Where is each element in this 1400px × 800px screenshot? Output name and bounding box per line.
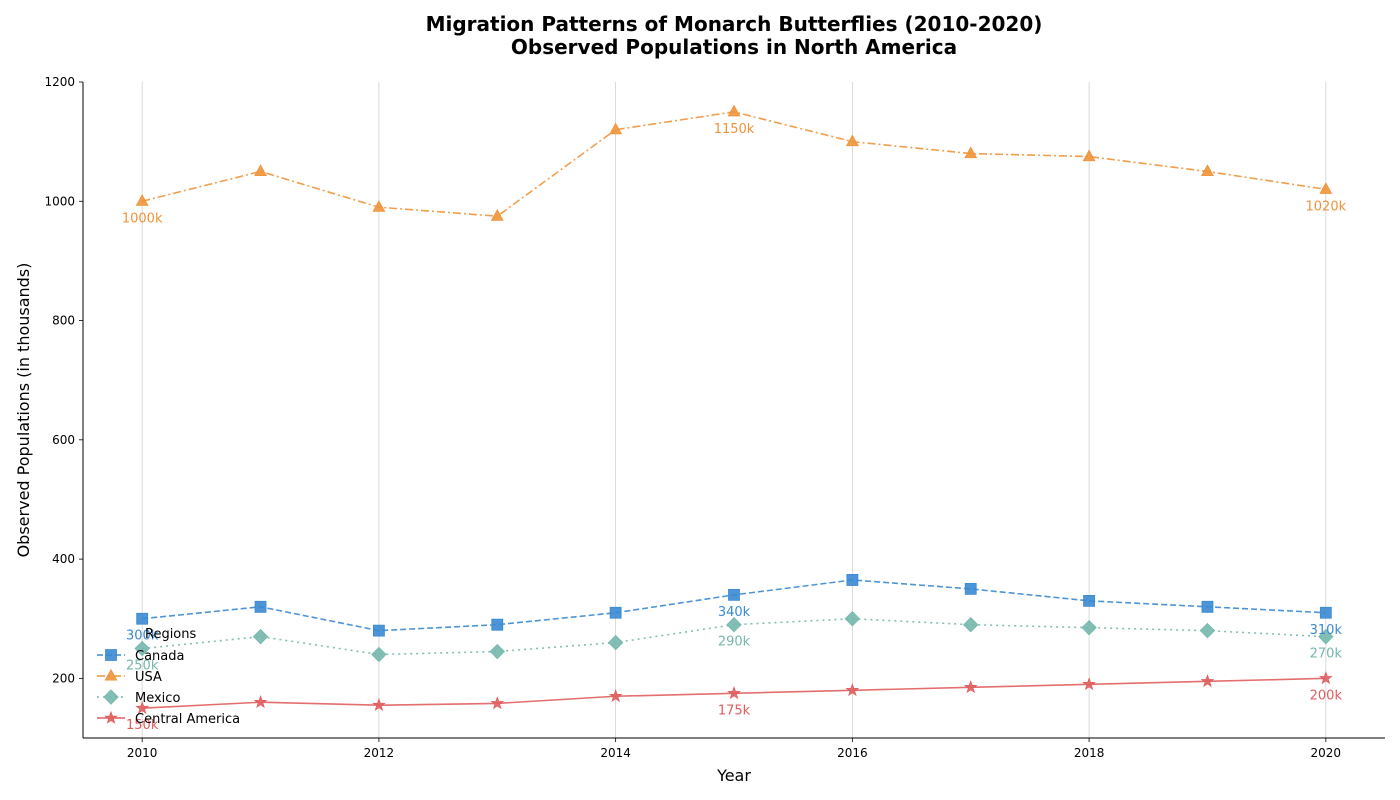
point-usa-2014 (609, 122, 623, 135)
data-label-mexico-2010: 250k (126, 659, 159, 674)
point-central-america-2015 (727, 686, 741, 700)
point-usa-2020 (1319, 182, 1333, 194)
point-mexico-2015 (726, 616, 742, 633)
point-central-america-2011 (253, 694, 268, 709)
x-tick-label-2018: 2018 (1074, 746, 1105, 760)
point-mexico-2018 (1081, 619, 1097, 636)
y-tick-label-1200: 1200 (44, 75, 75, 89)
legend-title: Regions (145, 627, 197, 642)
data-label-central-america-2010: 150k (126, 718, 159, 733)
point-usa-2013 (490, 209, 504, 221)
point-mexico-2016 (844, 611, 861, 627)
x-axis-label: Year (716, 766, 751, 785)
series-usa (135, 104, 1333, 221)
data-label-usa-2010: 1000k (122, 211, 163, 226)
point-usa-2015 (727, 104, 741, 117)
legend-item-mexico[interactable]: Mexico (97, 689, 180, 706)
x-tick-label-2014: 2014 (600, 746, 631, 760)
point-central-america-2010 (135, 700, 150, 715)
point-canada-2012 (373, 624, 385, 637)
point-mexico-2013 (489, 643, 505, 660)
point-mexico-2014 (607, 634, 624, 651)
data-label-central-america-2020: 200k (1310, 688, 1343, 703)
data-label-canada-2015: 340k (718, 605, 751, 620)
point-mexico-2011 (252, 628, 269, 645)
point-usa-2010 (135, 194, 149, 206)
y-tick-label-600: 600 (52, 433, 75, 447)
data-label-canada-2020: 310k (1310, 623, 1343, 638)
x-tick-label-2016: 2016 (837, 746, 868, 760)
point-central-america-2014 (608, 689, 623, 703)
legend-label-central-america: Central America (135, 712, 240, 727)
annotations-layer: 300k 340k 310k 1000k 1150k 1020k 250k 290k 270k 1… (122, 122, 1347, 733)
legend-label-mexico: Mexico (135, 691, 180, 706)
data-label-central-america-2015: 175k (718, 703, 751, 718)
point-central-america-2013 (490, 696, 505, 710)
chart-title-line1: Migration Patterns of Monarch Butterflie… (426, 12, 1043, 36)
legend-item-central-america[interactable]: Central America (97, 710, 240, 727)
point-canada-2015 (728, 588, 740, 601)
point-canada-2019 (1201, 600, 1214, 613)
data-label-mexico-2015: 290k (718, 635, 751, 650)
y-tick-label-1000: 1000 (44, 194, 75, 208)
point-canada-2016 (846, 574, 859, 586)
legend[interactable]: Regions Canada USA Mexico Central America (97, 627, 240, 727)
point-mexico-2019 (1199, 622, 1216, 639)
series-mexico (134, 611, 1334, 663)
x-tick-label-2020: 2020 (1311, 746, 1342, 760)
point-central-america-2019 (1200, 674, 1215, 688)
point-usa-2012 (372, 200, 386, 212)
point-central-america-2018 (1082, 677, 1096, 691)
series-canada (136, 574, 1332, 637)
point-canada-2017 (964, 583, 977, 595)
point-usa-2019 (1200, 164, 1214, 176)
y-tick-label-200: 200 (52, 671, 75, 685)
point-central-america-2017 (963, 680, 978, 694)
series-central-america (135, 671, 1333, 715)
legend-label-canada: Canada (135, 649, 184, 664)
data-label-canada-2010: 300k (126, 629, 159, 644)
y-tick-label-400: 400 (52, 552, 75, 566)
chart-title-line2: Observed Populations in North America (511, 35, 957, 59)
point-central-america-2020 (1318, 671, 1333, 685)
y-axis-label: Observed Populations (in thousands) (14, 263, 33, 558)
point-usa-2016 (845, 134, 859, 147)
point-mexico-2020 (1318, 628, 1334, 645)
data-label-usa-2020: 1020k (1306, 199, 1347, 214)
data-label-usa-2015: 1150k (714, 122, 755, 137)
point-mexico-2010 (134, 640, 150, 657)
legend-label-usa: USA (135, 670, 162, 685)
point-canada-2010 (136, 612, 149, 625)
point-usa-2018 (1082, 149, 1096, 162)
y-tick-label-800: 800 (52, 314, 75, 328)
x-tick-label-2012: 2012 (364, 746, 395, 760)
legend-item-canada[interactable]: Canada (97, 649, 184, 664)
legend-marker-usa (104, 668, 118, 681)
point-mexico-2012 (371, 646, 387, 663)
point-central-america-2016 (845, 683, 860, 697)
data-label-mexico-2020: 270k (1310, 647, 1343, 662)
axes: 2010 2012 2014 2016 2018 2020 200 400 600 800 1000… (44, 75, 1385, 760)
legend-marker-mexico (103, 689, 119, 705)
legend-marker-canada (105, 649, 117, 661)
point-canada-2020 (1319, 606, 1332, 619)
x-tick-label-2010: 2010 (127, 746, 158, 760)
point-canada-2014 (609, 606, 622, 619)
point-canada-2011 (254, 600, 267, 613)
legend-marker-central-america (104, 710, 118, 724)
point-mexico-2017 (963, 616, 979, 633)
point-usa-2011 (254, 164, 268, 176)
point-usa-2017 (964, 146, 978, 159)
point-central-america-2012 (372, 697, 386, 712)
series-layer (134, 104, 1334, 715)
legend-item-usa[interactable]: USA (97, 668, 162, 685)
point-canada-2018 (1083, 594, 1095, 607)
point-canada-2013 (491, 618, 504, 631)
